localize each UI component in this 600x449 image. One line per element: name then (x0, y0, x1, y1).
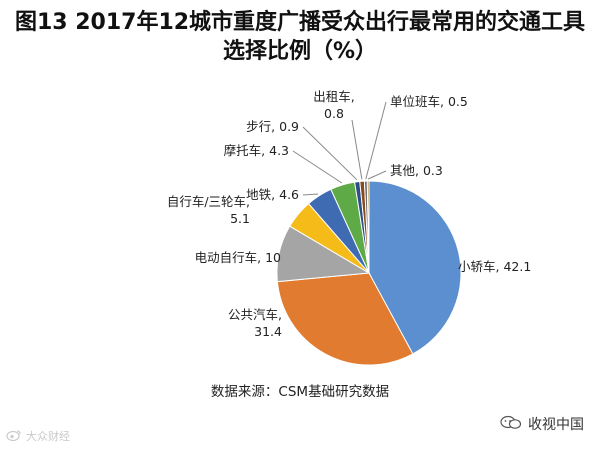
watermark-left: 大众财经 (6, 428, 70, 444)
watermark-left-text: 大众财经 (26, 430, 70, 443)
pie-slice-2 (276, 272, 414, 366)
slice-label-8: 出租车, 0.8 (313, 89, 354, 121)
slice-label-6: 摩托车, 4.3 (224, 143, 289, 158)
watermark-right-text: 收视中国 (528, 417, 584, 433)
chart-title-line-2: 选择比例（%） (222, 39, 378, 64)
slice-label-7: 步行, 0.9 (246, 119, 299, 134)
weibo-icon (6, 429, 22, 444)
chart-title-line-1: 图13 2017年12城市重度广播受众出行最常用的交通工具 (14, 10, 586, 35)
slice-label-2: 公共汽车, 31.4 (228, 307, 282, 339)
slice-label-10: 其他, 0.3 (390, 163, 443, 178)
leader-line-10 (367, 170, 387, 180)
slice-label-1: 小轿车, 42.1 (458, 259, 531, 274)
pie-slice-10 (366, 180, 370, 274)
leader-line-9 (365, 101, 387, 180)
data-source-note: 数据来源：CSM基础研究数据 (210, 384, 390, 400)
pie-slice-1 (368, 180, 462, 355)
leader-line-7 (302, 126, 358, 181)
leader-line-5 (302, 193, 319, 196)
slice-label-3: 电动自行车, 10 (195, 250, 281, 265)
slice-label-4: 自行车/三轮车, 5.1 (167, 194, 250, 226)
leader-line-6 (292, 150, 343, 184)
slice-label-9: 单位班车, 0.5 (390, 94, 468, 109)
leader-line-8 (351, 119, 363, 180)
slice-label-5: 地铁, 4.6 (246, 187, 299, 202)
wechat-icon (500, 415, 522, 433)
watermark-right: 收视中国 (500, 414, 584, 434)
